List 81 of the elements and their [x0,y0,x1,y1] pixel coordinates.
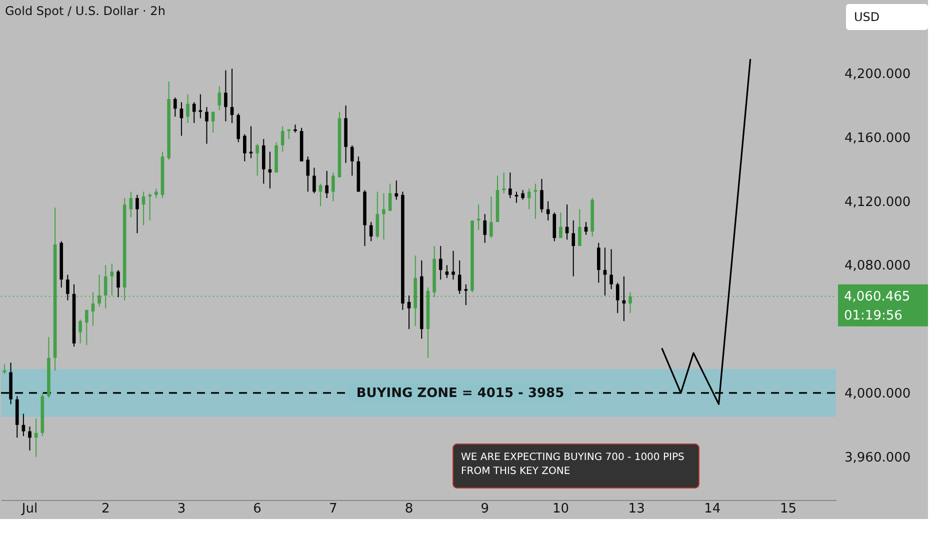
candlestick [154,188,158,199]
x-tick-label: 7 [329,502,338,516]
candlestick [527,188,531,210]
x-tick-label: 3 [177,502,186,516]
y-tick-label: 4,120.000 [844,194,911,210]
candlestick [407,295,411,330]
candlestick [180,102,184,136]
x-tick-label: 8 [404,502,414,516]
x-tick-label: 14 [704,502,721,516]
x-tick-label: 13 [628,502,645,516]
text: USD [854,10,880,24]
candlestick [116,269,120,298]
candlestick [521,190,524,200]
x-tick-label: Jul [20,502,38,516]
candlestick [508,172,512,199]
candlestick [243,134,246,162]
candlestick [572,220,576,277]
x-tick-label: 10 [552,502,569,516]
candlestick [578,208,582,247]
candlestick [603,247,607,296]
candlestick [66,274,70,301]
y-tick-label: 4,000.000 [844,386,911,402]
candlestick [312,167,316,194]
candlestick [445,264,449,278]
candlestick [332,172,335,202]
candlestick [198,94,202,119]
candlestick [596,242,600,284]
x-tick-label: 15 [780,502,797,516]
chart-title: Gold Spot / U.S. Dollar · 2h [5,4,166,18]
candlestick [148,192,152,221]
annotation: WE ARE EXPECTING BUYING 700 - 1000 PIPS FROM THIS KEY ZONE [461,452,684,477]
candlestick [186,94,190,124]
candlestick [22,413,26,437]
band-label: BUYING ZONE = 4015 - 3985 [356,386,564,401]
candlestick [325,170,329,199]
candlestick [211,111,215,134]
candlestick [205,106,208,144]
candlestick [376,191,380,239]
candlestick [464,284,468,306]
candlestick [236,112,240,143]
candlestick [218,86,222,111]
x-tick-label: 2 [101,502,110,516]
candlestick [129,191,133,218]
candlestick [559,212,562,239]
candlestick [230,68,234,124]
candlestick [224,70,228,122]
candlestick [280,126,284,152]
x-tick-label: 6 [253,502,262,516]
candlestick [192,102,196,124]
y-tick-label: 4,080.000 [844,258,911,274]
candlestick [490,196,493,239]
x-tick-label: 9 [480,502,490,516]
candlestick [394,180,398,200]
candlestick [28,426,32,451]
candlestick [610,248,613,290]
candlestick [78,318,82,344]
candlestick [382,192,386,240]
candlestick [452,250,455,280]
y-tick-label: 4,160.000 [844,130,911,146]
candlestick [256,143,259,176]
candlestick [369,222,373,242]
candlestick [173,96,177,118]
candlestick [104,264,108,309]
candlestick [540,178,544,213]
y-tick-label: 3,960.000 [844,450,911,466]
candlestick [438,246,442,280]
candlestick [110,263,114,296]
candlestick [262,138,266,184]
candlestick [350,144,354,176]
candlestick [84,309,88,346]
text: 01:19:56 [844,308,902,324]
candlestick [136,194,139,234]
candlestick [388,183,392,212]
candlestick [306,156,310,192]
ref-line-label: 4,060.465 [844,289,910,304]
candlestick [502,172,506,194]
candlestick [142,191,146,226]
candlestick [483,214,487,244]
candlestick [616,282,620,314]
candlestick [552,212,556,242]
y-tick-label: 4,200.000 [844,66,911,82]
